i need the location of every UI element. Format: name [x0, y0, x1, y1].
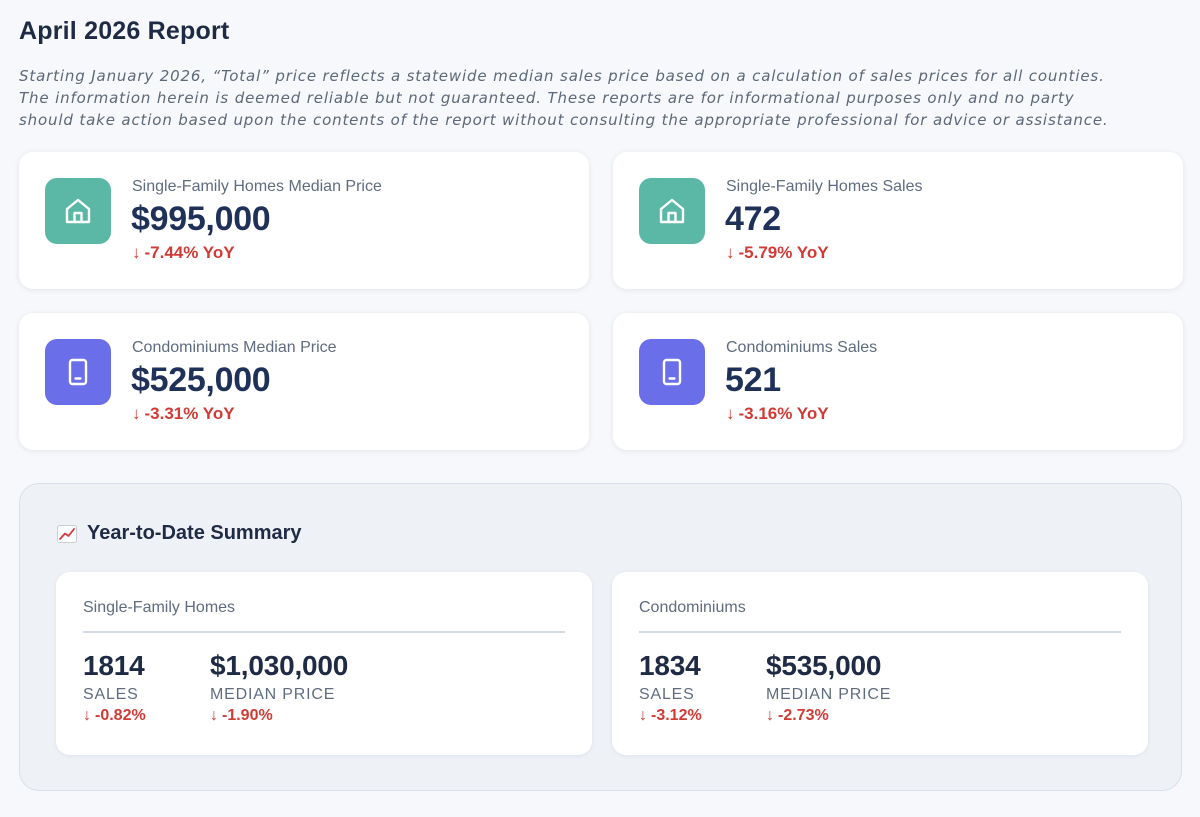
down-arrow-icon: ↓ [766, 707, 774, 724]
yoy-change-value: -7.44% YoY [144, 243, 235, 262]
metric-value: 1814 [83, 650, 145, 681]
ytd-sales-metric: 1814 SALES ↓ -0.82% [83, 650, 146, 726]
page-title: April 2026 Report [19, 17, 230, 45]
metric-label: MEDIAN PRICE [210, 686, 336, 703]
card-value: $525,000 [131, 361, 271, 399]
ytd-price-metric: $1,030,000 MEDIAN PRICE ↓ -1.90% [210, 650, 348, 726]
house-icon [45, 178, 111, 244]
ytd-summary-panel: Year-to-Date Summary Single-Family Homes… [19, 483, 1182, 791]
ytd-card-title: Condominiums [639, 599, 746, 616]
card-value: $995,000 [131, 200, 271, 238]
metric-change-value: -1.90% [222, 707, 273, 724]
down-arrow-icon: ↓ [210, 707, 218, 724]
metric-value: 1834 [639, 650, 701, 681]
down-arrow-icon: ↓ [132, 243, 141, 262]
down-arrow-icon: ↓ [726, 404, 735, 423]
stat-card-sfh-sales: Single-Family Homes Sales 472 ↓ -5.79% Yo… [613, 152, 1183, 289]
metric-change: ↓ -3.12% [639, 706, 702, 726]
metric-change-value: -0.82% [95, 707, 146, 724]
ytd-card-condo: Condominiums 1834 SALES ↓ -3.12% $535,000… [612, 572, 1148, 755]
metric-label: MEDIAN PRICE [766, 686, 892, 703]
metric-label: SALES [83, 686, 139, 703]
metric-change-value: -3.12% [651, 707, 702, 724]
ytd-price-metric: $535,000 MEDIAN PRICE ↓ -2.73% [766, 650, 891, 726]
house-icon [639, 178, 705, 244]
ytd-sales-metric: 1834 SALES ↓ -3.12% [639, 650, 702, 726]
card-value: 472 [725, 200, 781, 238]
stat-card-sfh-median-price: Single-Family Homes Median Price $995,00… [19, 152, 589, 289]
metric-value: $1,030,000 [210, 650, 349, 681]
down-arrow-icon: ↓ [132, 404, 141, 423]
divider [639, 631, 1121, 633]
down-arrow-icon: ↓ [83, 707, 91, 724]
yoy-change: ↓ -7.44% YoY [132, 243, 235, 263]
stat-card-condo-sales: Condominiums Sales 521 ↓ -3.16% YoY [613, 313, 1183, 450]
ytd-card-title: Single-Family Homes [83, 599, 236, 616]
divider [83, 631, 565, 633]
ytd-card-sfh: Single-Family Homes 1814 SALES ↓ -0.82% $… [56, 572, 592, 755]
yoy-change: ↓ -5.79% YoY [726, 243, 829, 263]
metric-change: ↓ -1.90% [210, 706, 348, 726]
card-label: Condominiums Median Price [132, 339, 337, 356]
metric-change: ↓ -0.82% [83, 706, 146, 726]
yoy-change: ↓ -3.16% YoY [726, 404, 829, 424]
down-arrow-icon: ↓ [639, 707, 647, 724]
metric-label: SALES [639, 686, 695, 703]
yoy-change-value: -5.79% YoY [738, 243, 829, 262]
card-label: Single-Family Homes Median Price [132, 178, 382, 195]
yoy-change: ↓ -3.31% YoY [132, 404, 235, 424]
card-label: Single-Family Homes Sales [726, 178, 923, 195]
ytd-summary-title: Year-to-Date Summary [57, 522, 302, 545]
yoy-change-value: -3.31% YoY [144, 404, 235, 423]
card-value: 521 [725, 361, 781, 399]
metric-value: $535,000 [766, 650, 882, 681]
metric-change-value: -2.73% [778, 707, 829, 724]
card-label: Condominiums Sales [726, 339, 878, 356]
disclaimer-text: Starting January 2026, “Total” price ref… [19, 67, 1109, 129]
ytd-summary-title-text: Year-to-Date Summary [87, 522, 302, 544]
yoy-change-value: -3.16% YoY [738, 404, 829, 423]
down-arrow-icon: ↓ [726, 243, 735, 262]
chart-increasing-icon [57, 524, 77, 543]
metric-change: ↓ -2.73% [766, 706, 891, 726]
stat-card-condo-median-price: Condominiums Median Price $525,000 ↓ -3.3… [19, 313, 589, 450]
tablet-icon [639, 339, 705, 405]
tablet-icon [45, 339, 111, 405]
